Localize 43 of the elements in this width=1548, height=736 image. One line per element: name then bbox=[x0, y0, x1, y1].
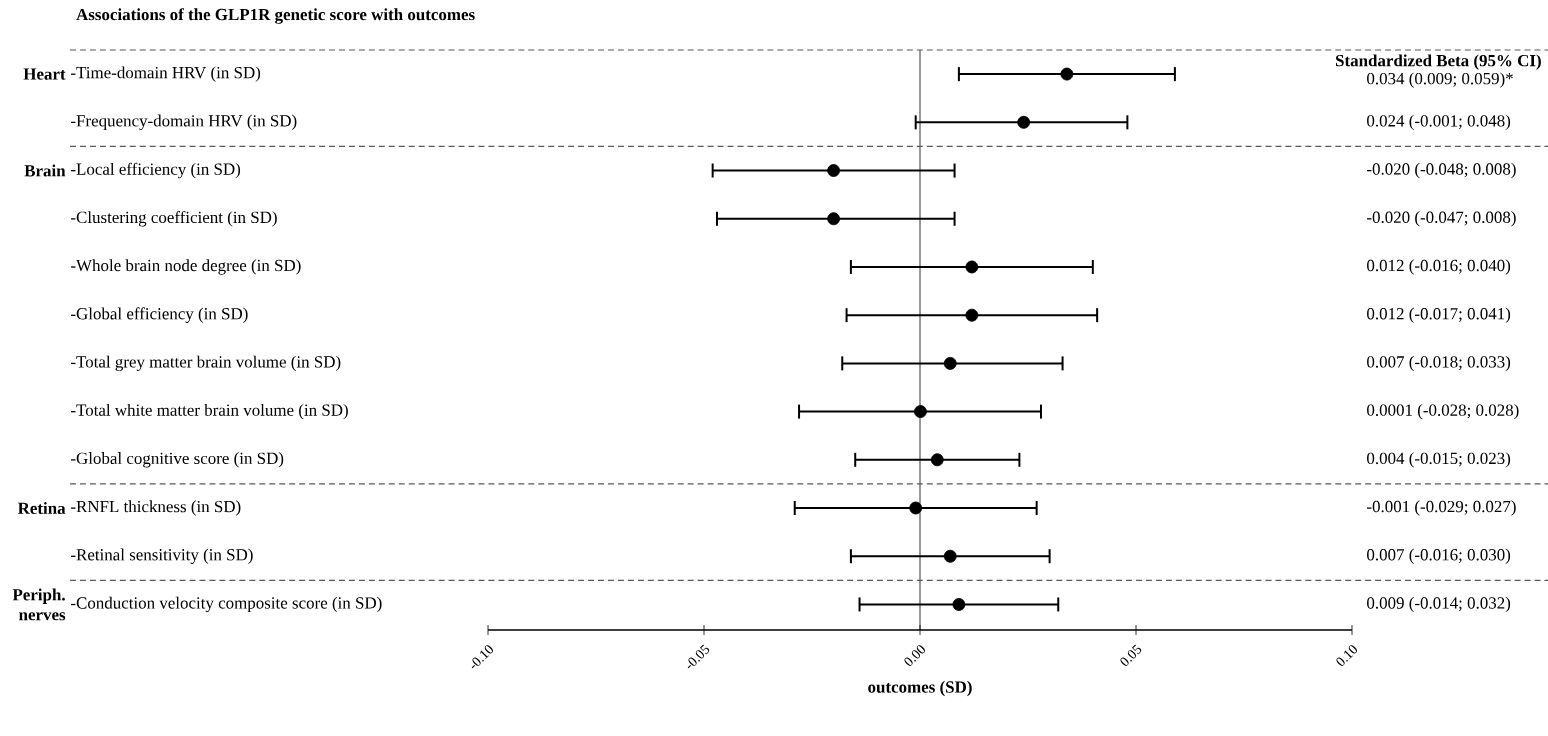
annotation: Standardized Beta (95% CI) bbox=[1336, 54, 1541, 70]
x-axis-title: outcomes (SD) bbox=[868, 680, 972, 697]
point bbox=[827, 164, 841, 177]
point bbox=[930, 453, 944, 467]
y-tick-label: -Frequency-domain HRV (in SD) bbox=[71, 114, 297, 131]
text: Brain bbox=[24, 164, 66, 177]
data-label: 0.034 (0.009; 0.059)* bbox=[1367, 72, 1513, 88]
text: Heart bbox=[23, 68, 66, 80]
y-tick-label: -Retinal sensitivity (in SD) bbox=[71, 548, 253, 564]
data-label: 0.012 (-0.017; 0.041) bbox=[1367, 307, 1511, 323]
data-label: -0.001 (-0.029; 0.027) bbox=[1367, 500, 1516, 516]
data-label: 0.009 (-0.014; 0.032) bbox=[1367, 596, 1511, 613]
point bbox=[965, 260, 979, 274]
point bbox=[943, 549, 957, 563]
point bbox=[952, 598, 966, 611]
data-label: 0.007 (-0.016; 0.030) bbox=[1367, 548, 1511, 564]
data-label: 0.0001 (-0.028; 0.028) bbox=[1367, 403, 1519, 420]
y-tick-label: -Time-domain HRV (in SD) bbox=[71, 66, 261, 82]
text: Periph. nerves bbox=[12, 588, 66, 621]
point bbox=[914, 405, 927, 418]
data-label: -0.020 (-0.047; 0.008) bbox=[1367, 211, 1516, 227]
y-tick-label: -Total white matter brain volume (in SD) bbox=[71, 403, 348, 420]
data-label: 0.012 (-0.016; 0.040) bbox=[1367, 259, 1511, 275]
y-tick-label: -Clustering coefficient (in SD) bbox=[71, 210, 277, 227]
text: Retina bbox=[17, 502, 66, 514]
point bbox=[909, 501, 923, 515]
y-tick-label: -RNFL thickness (in SD) bbox=[71, 500, 241, 516]
data-label: 0.024 (-0.001; 0.048) bbox=[1367, 114, 1511, 130]
y-tick-label: -Whole brain node degree (in SD) bbox=[71, 259, 301, 275]
point bbox=[965, 308, 979, 322]
point bbox=[1017, 115, 1031, 129]
y-tick-label: -Global cognitive score (in SD) bbox=[71, 452, 284, 468]
point bbox=[827, 212, 841, 226]
y-tick-label: -Local efficiency (in SD) bbox=[71, 162, 241, 179]
y-tick-label: -Total grey matter brain volume (in SD) bbox=[71, 355, 341, 372]
data-label: -0.020 (-0.048; 0.008) bbox=[1367, 162, 1516, 179]
y-tick-label: -Global efficiency (in SD) bbox=[71, 307, 248, 323]
data-label: 0.004 (-0.015; 0.023) bbox=[1367, 452, 1511, 468]
point bbox=[1060, 67, 1074, 81]
point bbox=[943, 356, 957, 370]
y-tick-label: -Conduction velocity composite score (in SD) bbox=[71, 596, 382, 613]
data-label: 0.007 (-0.018; 0.033) bbox=[1367, 355, 1511, 372]
text: Associations of the GLP1R genetic score with outcomes bbox=[76, 8, 475, 24]
